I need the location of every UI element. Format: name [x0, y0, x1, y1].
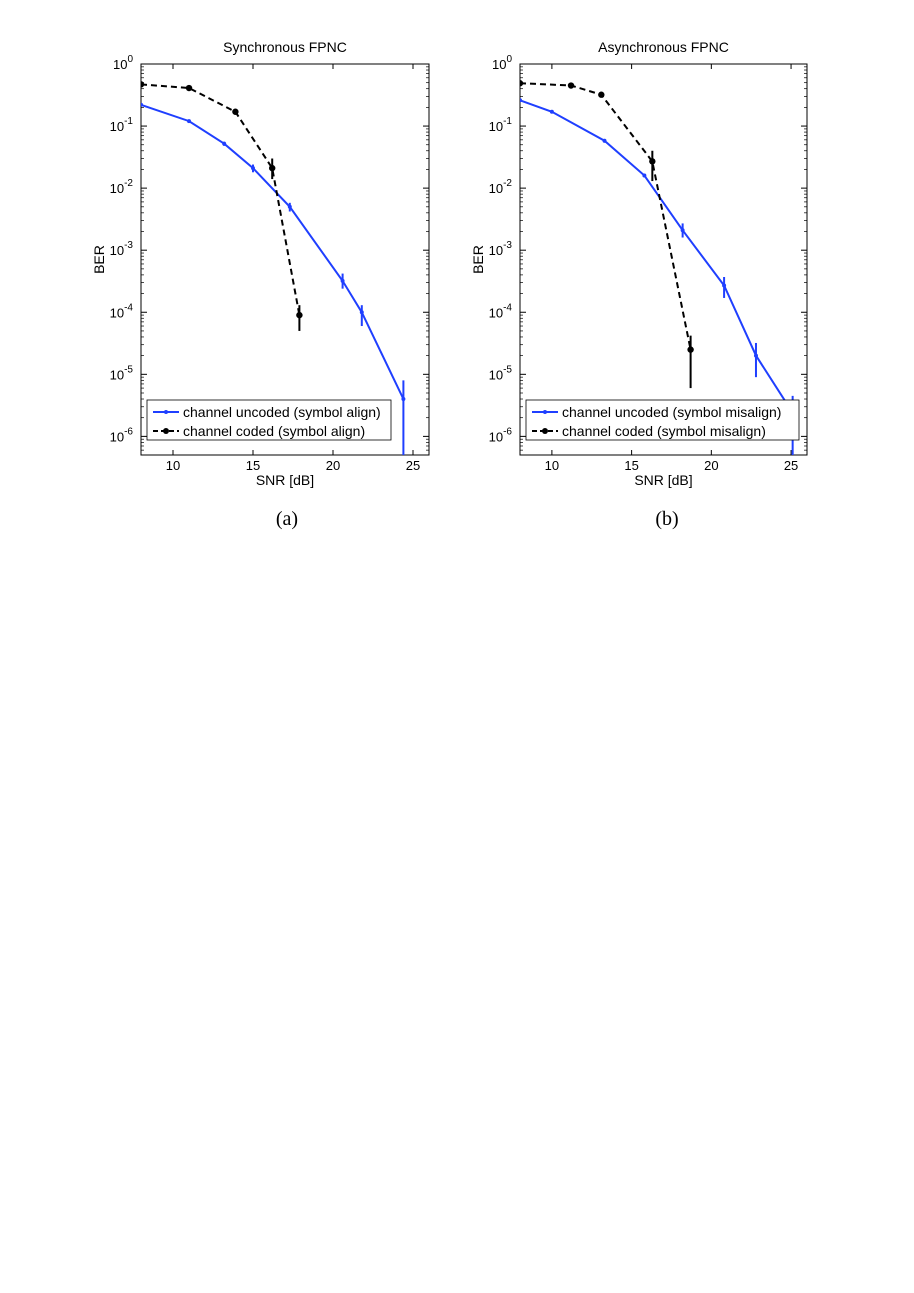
series-coded-point [232, 108, 239, 115]
chart-panel-a: Synchronous FPNC SNR [dB] BER 10 15 20 25 100 10… [91, 39, 430, 530]
series-uncoded-point [187, 119, 191, 124]
series-uncoded-point [401, 397, 406, 402]
series-uncoded-point [642, 173, 647, 178]
series-uncoded-point [222, 141, 227, 146]
y-axis-label: BER [470, 245, 486, 274]
y-tick-label: 10-1 [110, 116, 134, 134]
figure: Synchronous FPNC SNR [dB] BER 10 15 20 25 100 10… [91, 39, 808, 530]
y-tick-label: 10-1 [489, 116, 513, 134]
x-tick-label: 25 [784, 458, 798, 473]
legend-box [146, 399, 392, 441]
y-tick-label: 10-6 [110, 426, 134, 444]
series-coded-point [269, 164, 276, 172]
y-tick-label: 10-2 [489, 178, 513, 196]
figure-caption: (a) [276, 508, 298, 530]
series-coded-point [567, 82, 575, 89]
chart-title: Synchronous FPNC [223, 39, 347, 55]
y-tick-label: 10-5 [489, 364, 513, 382]
y-tick-label: 10-4 [489, 302, 513, 320]
legend-entry: channel uncoded (symbol align) [183, 404, 381, 420]
series-uncoded-point [520, 98, 522, 103]
series-uncoded-point [549, 109, 554, 114]
series-uncoded-point [287, 204, 292, 209]
data-area [520, 80, 795, 455]
y-tick-label: 10-2 [110, 178, 134, 196]
series-coded-point [687, 346, 694, 353]
y-tick-label: 10-3 [489, 240, 513, 258]
series-uncoded-point [753, 353, 758, 358]
series-uncoded-point [340, 278, 345, 283]
y-tick-label: 10-6 [489, 426, 513, 444]
x-tick-label: 15 [246, 458, 260, 473]
series-uncoded-point [141, 102, 143, 107]
y-tick-label: 100 [492, 54, 512, 72]
legend-entry: channel coded (symbol align) [183, 423, 365, 439]
data-area [141, 81, 406, 455]
legend-entry: channel coded (symbol misalign) [562, 423, 766, 439]
series-coded-point [520, 80, 524, 87]
x-tick-label: 15 [624, 458, 638, 473]
y-tick-label: 10-5 [110, 364, 134, 382]
series-coded-point [141, 81, 145, 88]
x-tick-label: 10 [166, 458, 180, 473]
x-tick-label: 20 [704, 458, 718, 473]
series-uncoded-point [722, 283, 727, 288]
series-coded-line [141, 83, 301, 316]
legend-swatch-marker [163, 428, 169, 434]
x-axis-label: SNR [dB] [256, 472, 314, 488]
series-coded-line [520, 82, 692, 350]
legend-box [525, 399, 800, 441]
series-coded-point [296, 311, 303, 319]
legend-swatch-marker [164, 410, 168, 414]
axes-box [519, 63, 808, 456]
x-tick-label: 20 [326, 458, 340, 473]
x-axis-label: SNR [dB] [634, 472, 692, 488]
y-axis-label: BER [91, 245, 107, 274]
series-uncoded-point [251, 166, 255, 171]
y-tick-label: 10-4 [110, 302, 134, 320]
legend-swatch-marker [543, 410, 547, 414]
series-coded-point [649, 158, 656, 165]
series-coded-point [598, 91, 605, 98]
series-coded-point [185, 84, 193, 92]
y-tick-label: 100 [113, 54, 133, 72]
legend-swatch-marker [542, 428, 548, 434]
figure-caption: (b) [655, 508, 678, 530]
x-tick-label: 10 [545, 458, 559, 473]
x-tick-label: 25 [406, 458, 420, 473]
series-uncoded-point [680, 228, 685, 233]
series-uncoded-line [520, 99, 794, 414]
axes-box [140, 63, 430, 456]
series-uncoded-point [602, 138, 607, 143]
y-tick-label: 10-3 [110, 240, 134, 258]
chart-title: Asynchronous FPNC [598, 39, 729, 55]
chart-panel-b: Asynchronous FPNC SNR [dB] BER 10 15 20 25 100 1… [470, 39, 808, 530]
series-uncoded-point [359, 310, 364, 315]
series-uncoded-line [141, 103, 405, 400]
legend-entry: channel uncoded (symbol misalign) [562, 404, 781, 420]
